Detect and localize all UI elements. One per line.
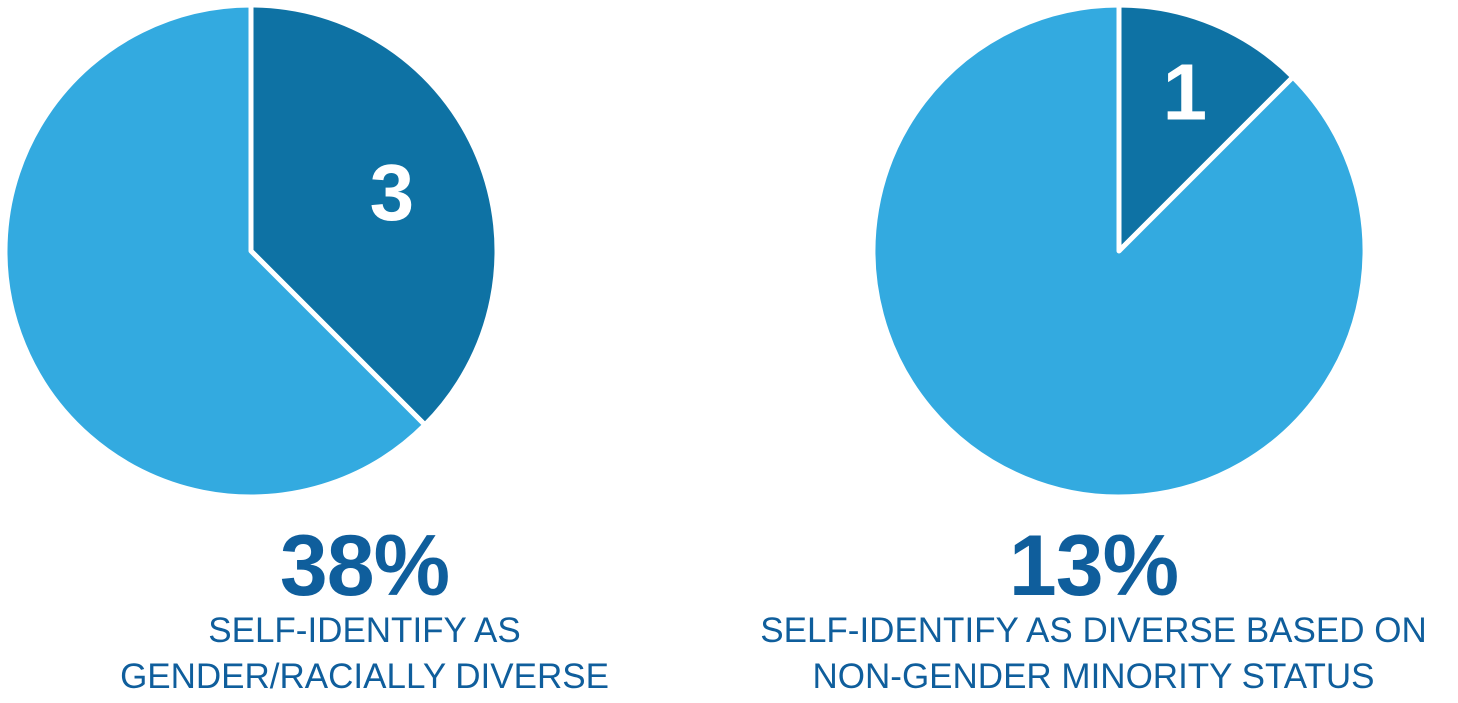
pie-slice-rest [870, 2, 1368, 500]
pie-slice-label: 1 [1163, 47, 1208, 136]
pie-slice-highlight [248, 2, 500, 428]
pie-chart-panel-non-gender-minority: 1 13% SELF-IDENTIFY AS DIVERSE BASED ON … [729, 0, 1458, 703]
percent-label: 13% [1008, 518, 1179, 614]
pie-slice-label: 3 [370, 148, 415, 237]
caption-line: NON-GENDER MINORITY STATUS [812, 657, 1375, 696]
caption: SELF-IDENTIFY AS DIVERSE BASED ON NON-GE… [729, 608, 1458, 700]
percent-label: 38% [279, 518, 450, 614]
pie-chart-panel-gender-racial: 3 38% SELF-IDENTIFY AS GENDER/RACIALLY D… [0, 2, 729, 700]
pie-slice-highlight [1116, 2, 1296, 254]
caption-line: SELF-IDENTIFY AS [208, 611, 521, 650]
pie-chart-gender-racial: 3 [2, 2, 500, 500]
caption: SELF-IDENTIFY AS GENDER/RACIALLY DIVERSE [0, 608, 729, 700]
caption-line: SELF-IDENTIFY AS DIVERSE BASED ON [760, 611, 1427, 650]
caption-line: GENDER/RACIALLY DIVERSE [120, 657, 609, 696]
pie-chart-non-gender-minority: 1 [870, 2, 1368, 500]
pie-slice-rest [2, 2, 428, 500]
